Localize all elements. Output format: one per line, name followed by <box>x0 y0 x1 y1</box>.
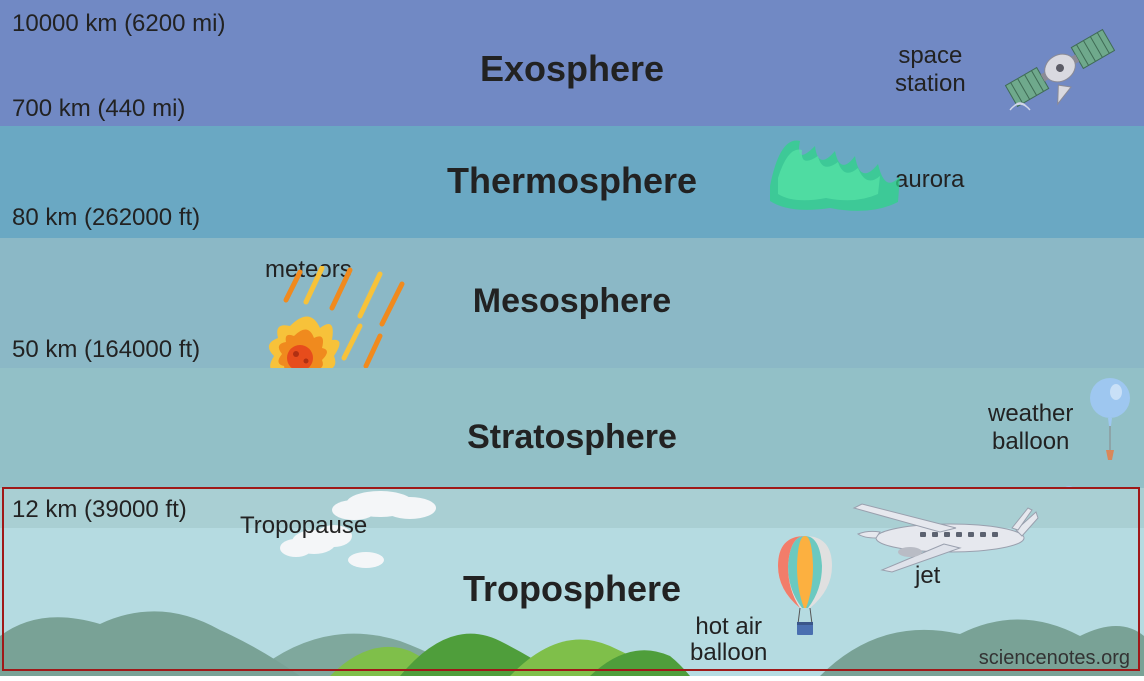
layer-troposphere: Troposphere 0 km (0 ft) hot air balloon … <box>0 528 1144 676</box>
layer-exosphere: Exosphere 10000 km (6200 mi) 700 km (440… <box>0 0 1144 126</box>
altitude-50km: 50 km (164000 ft) <box>12 336 200 364</box>
label-weather-balloon: weather balloon <box>988 400 1073 455</box>
weather-balloon-icon <box>1086 376 1134 466</box>
attribution-text: sciencenotes.org <box>979 647 1130 670</box>
layer-thermosphere: Thermosphere 80 km (262000 ft) aurora <box>0 126 1144 238</box>
layer-mesosphere: Mesosphere 50 km (164000 ft) meteors <box>0 238 1144 368</box>
aurora-icon <box>760 116 910 226</box>
altitude-700km: 700 km (440 mi) <box>12 95 185 123</box>
label-tropopause: Tropopause <box>240 512 367 540</box>
altitude-80km: 80 km (262000 ft) <box>12 204 200 232</box>
altitude-10000km: 10000 km (6200 mi) <box>12 10 225 38</box>
label-space-station: space station <box>895 42 966 97</box>
hot-air-balloon-icon <box>770 532 840 642</box>
title-exosphere: Exosphere <box>480 48 664 90</box>
mountains-near-icon <box>330 606 690 676</box>
space-station-icon <box>1000 18 1120 118</box>
altitude-12km: 12 km (39000 ft) <box>12 496 187 524</box>
layer-stratosphere: Stratosphere weather balloon <box>0 368 1144 488</box>
title-thermosphere: Thermosphere <box>447 160 697 202</box>
title-stratosphere: Stratosphere <box>467 418 677 457</box>
atmosphere-diagram: Exosphere 10000 km (6200 mi) 700 km (440… <box>0 0 1144 676</box>
title-mesosphere: Mesosphere <box>473 282 671 321</box>
jet-icon <box>840 488 1040 578</box>
